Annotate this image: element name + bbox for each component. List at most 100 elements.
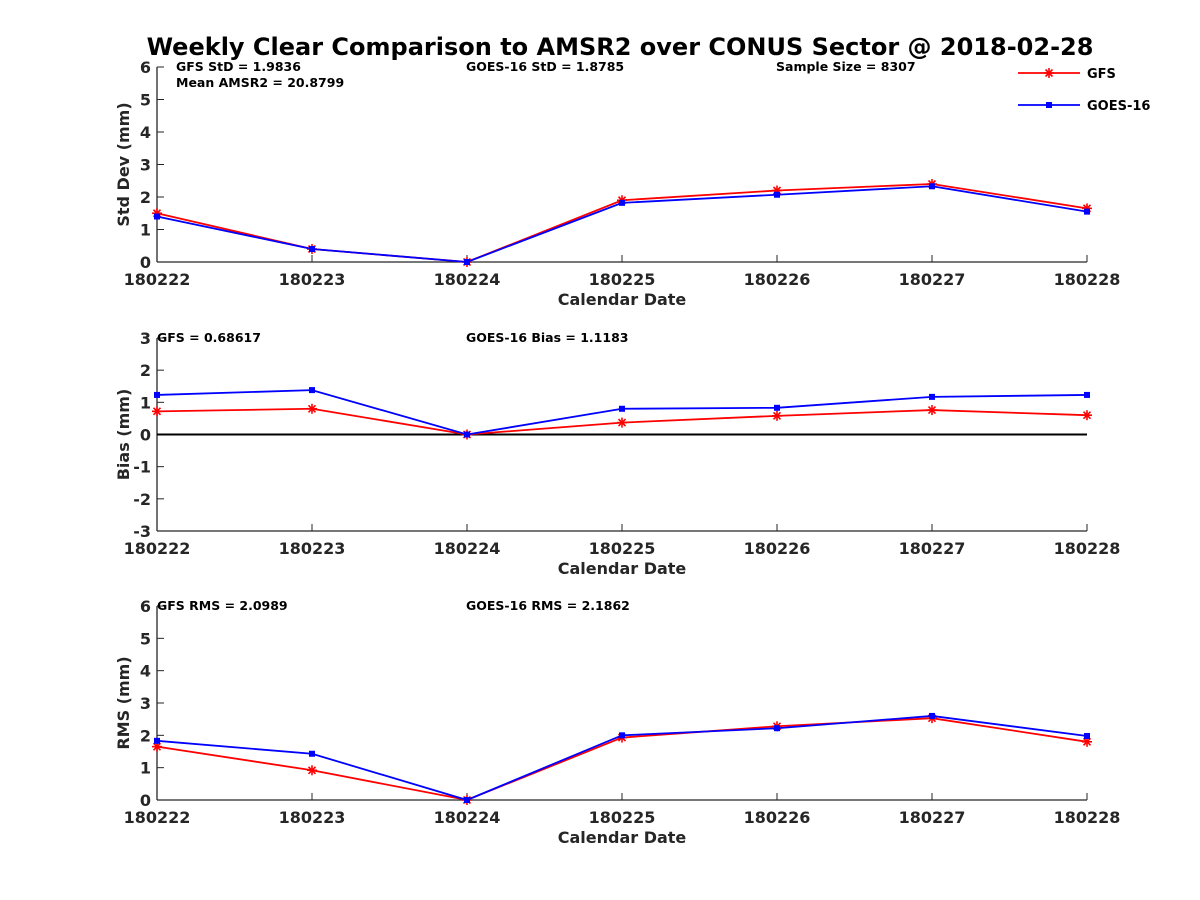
series-line-goes-16 bbox=[156, 389, 1088, 436]
data-point-gfs bbox=[1082, 736, 1092, 747]
y-tick-label: -1 bbox=[133, 458, 151, 477]
x-tick-label: 180226 bbox=[744, 270, 811, 289]
data-point-gfs bbox=[617, 417, 627, 428]
data-point-goes-16 bbox=[774, 725, 780, 732]
data-point-goes-16 bbox=[464, 259, 470, 265]
chart-panel-3: 0 1 2 3 4 5 6 180222 180223 180224 180225 180226 180… bbox=[114, 597, 1120, 847]
x-tick-label: 180225 bbox=[589, 808, 656, 827]
y-tick-label: 1 bbox=[140, 221, 151, 240]
y-tick-label: 1 bbox=[140, 759, 151, 778]
data-point-goes-16 bbox=[1084, 732, 1090, 739]
chart-panels: 0 1 2 3 4 5 6 180222 180223 180224 180225 180226 180… bbox=[114, 58, 1120, 847]
x-axis-label: Calendar Date bbox=[558, 559, 687, 578]
y-tick-label: 0 bbox=[140, 791, 151, 810]
data-point-goes-16 bbox=[774, 191, 780, 198]
x-tick-label: 180222 bbox=[124, 539, 191, 558]
x-axis-label: Calendar Date bbox=[558, 290, 687, 309]
x-tick-label: 180227 bbox=[899, 808, 966, 827]
series-line-gfs bbox=[156, 717, 1088, 801]
y-tick-label: 4 bbox=[140, 123, 151, 142]
y-tick-label: -2 bbox=[133, 490, 151, 509]
chart-panel-1: 0 1 2 3 4 5 6 180222 180223 180224 180225 180226 180… bbox=[114, 58, 1120, 309]
data-point-goes-16 bbox=[309, 246, 315, 252]
legend-marker bbox=[1044, 68, 1054, 78]
x-tick-label: 180228 bbox=[1054, 270, 1121, 289]
data-point-goes-16 bbox=[464, 797, 470, 803]
y-tick-label: 2 bbox=[140, 361, 151, 380]
x-tick-label: 180226 bbox=[744, 808, 811, 827]
data-point-goes-16 bbox=[619, 199, 625, 206]
annotation-center: GOES-16 RMS = 2.1862 bbox=[466, 598, 630, 613]
data-point-gfs bbox=[772, 410, 782, 421]
legend-entry-gfs: GFS bbox=[1018, 67, 1116, 82]
legend: GFS GOES-16 bbox=[1018, 67, 1150, 114]
annotation-left: GFS = 0.68617 bbox=[157, 330, 261, 345]
x-tick-label: 180227 bbox=[899, 270, 966, 289]
data-point-gfs bbox=[1082, 410, 1092, 421]
x-tick-label: 180225 bbox=[589, 539, 656, 558]
y-tick-label: -3 bbox=[133, 522, 151, 541]
data-point-gfs bbox=[152, 741, 162, 752]
data-point-gfs bbox=[152, 406, 162, 417]
x-tick-label: 180224 bbox=[434, 539, 501, 558]
annotation-left: GFS RMS = 2.0989 bbox=[157, 598, 288, 613]
x-tick-label: 180228 bbox=[1054, 808, 1121, 827]
y-axis-label: RMS (mm) bbox=[114, 656, 133, 749]
figure-title: Weekly Clear Comparison to AMSR2 over CO… bbox=[147, 33, 1094, 61]
y-tick-label: 0 bbox=[140, 253, 151, 272]
data-point-goes-16 bbox=[154, 391, 160, 398]
y-tick-label: 2 bbox=[140, 726, 151, 745]
data-point-goes-16 bbox=[929, 712, 935, 719]
x-tick-label: 180222 bbox=[124, 270, 191, 289]
y-tick-label: 1 bbox=[140, 393, 151, 412]
y-tick-label: 3 bbox=[140, 156, 151, 175]
legend-marker bbox=[1046, 102, 1052, 108]
data-point-goes-16 bbox=[929, 393, 935, 400]
data-point-goes-16 bbox=[1084, 391, 1090, 398]
y-tick-label: 3 bbox=[140, 329, 151, 348]
x-tick-label: 180222 bbox=[124, 808, 191, 827]
x-tick-label: 180226 bbox=[744, 539, 811, 558]
annotation-center: GOES-16 StD = 1.8785 bbox=[466, 59, 624, 74]
data-point-goes-16 bbox=[774, 404, 780, 411]
annotation-center: GOES-16 Bias = 1.1183 bbox=[466, 330, 628, 345]
data-point-goes-16 bbox=[619, 732, 625, 739]
data-point-goes-16 bbox=[309, 750, 315, 757]
chart-panel-2: -3 -2 -1 0 1 2 3 180222 180223 180224 180225 180226… bbox=[114, 329, 1120, 578]
legend-entry-goes-16: GOES-16 bbox=[1018, 99, 1150, 114]
y-tick-label: 5 bbox=[140, 629, 151, 648]
y-tick-label: 4 bbox=[140, 662, 151, 681]
y-axis-label: Std Dev (mm) bbox=[114, 102, 133, 226]
legend-label: GOES-16 bbox=[1087, 99, 1150, 114]
data-point-goes-16 bbox=[1084, 208, 1090, 215]
y-tick-label: 5 bbox=[140, 91, 151, 110]
x-tick-label: 180224 bbox=[434, 270, 501, 289]
annotation-left: GFS StD = 1.9836 bbox=[176, 59, 301, 74]
data-point-goes-16 bbox=[154, 213, 160, 220]
x-tick-label: 180223 bbox=[279, 808, 346, 827]
y-axis-label: Bias (mm) bbox=[114, 389, 133, 481]
data-point-gfs bbox=[927, 405, 937, 416]
annotation-right: Sample Size = 8307 bbox=[776, 59, 916, 74]
data-point-goes-16 bbox=[154, 737, 160, 744]
legend-label: GFS bbox=[1087, 67, 1116, 82]
data-point-gfs bbox=[307, 403, 317, 414]
y-tick-label: 0 bbox=[140, 426, 151, 445]
data-point-goes-16 bbox=[929, 183, 935, 190]
y-tick-label: 6 bbox=[140, 597, 151, 616]
x-tick-label: 180228 bbox=[1054, 539, 1121, 558]
data-point-goes-16 bbox=[619, 405, 625, 412]
annotation-left2: Mean AMSR2 = 20.8799 bbox=[176, 75, 344, 90]
y-tick-label: 2 bbox=[140, 188, 151, 207]
x-tick-label: 180223 bbox=[279, 539, 346, 558]
x-tick-label: 180223 bbox=[279, 270, 346, 289]
data-point-goes-16 bbox=[309, 387, 315, 394]
series-line-goes-16 bbox=[156, 715, 1088, 801]
x-axis-label: Calendar Date bbox=[558, 828, 687, 847]
x-tick-label: 180224 bbox=[434, 808, 501, 827]
x-tick-label: 180225 bbox=[589, 270, 656, 289]
data-point-goes-16 bbox=[464, 431, 470, 438]
y-tick-label: 6 bbox=[140, 58, 151, 77]
y-tick-label: 3 bbox=[140, 694, 151, 713]
